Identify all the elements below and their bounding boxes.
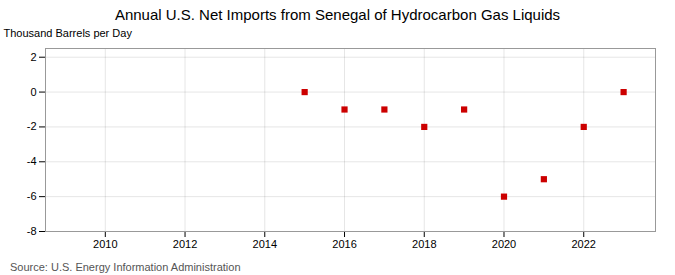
svg-text:2: 2 (30, 51, 36, 63)
svg-text:-4: -4 (27, 155, 37, 167)
svg-text:Thousand Barrels per Day: Thousand Barrels per Day (4, 27, 133, 39)
svg-text:-8: -8 (27, 225, 37, 237)
svg-text:0: 0 (30, 86, 36, 98)
svg-text:2014: 2014 (253, 238, 277, 250)
svg-text:2012: 2012 (173, 238, 197, 250)
svg-text:-6: -6 (27, 190, 37, 202)
svg-text:2018: 2018 (412, 238, 436, 250)
svg-text:2020: 2020 (492, 238, 516, 250)
svg-text:2022: 2022 (571, 238, 595, 250)
svg-text:-2: -2 (27, 120, 37, 132)
html-text:Annual U.S. Net Imports from S: Annual U.S. Net Imports from Senegal of … (114, 6, 561, 23)
svg-text:2010: 2010 (93, 238, 117, 250)
html-text:Source: U.S. Energy Informatio: Source: U.S. Energy Information Administ… (10, 261, 241, 273)
svg-text:2016: 2016 (332, 238, 356, 250)
